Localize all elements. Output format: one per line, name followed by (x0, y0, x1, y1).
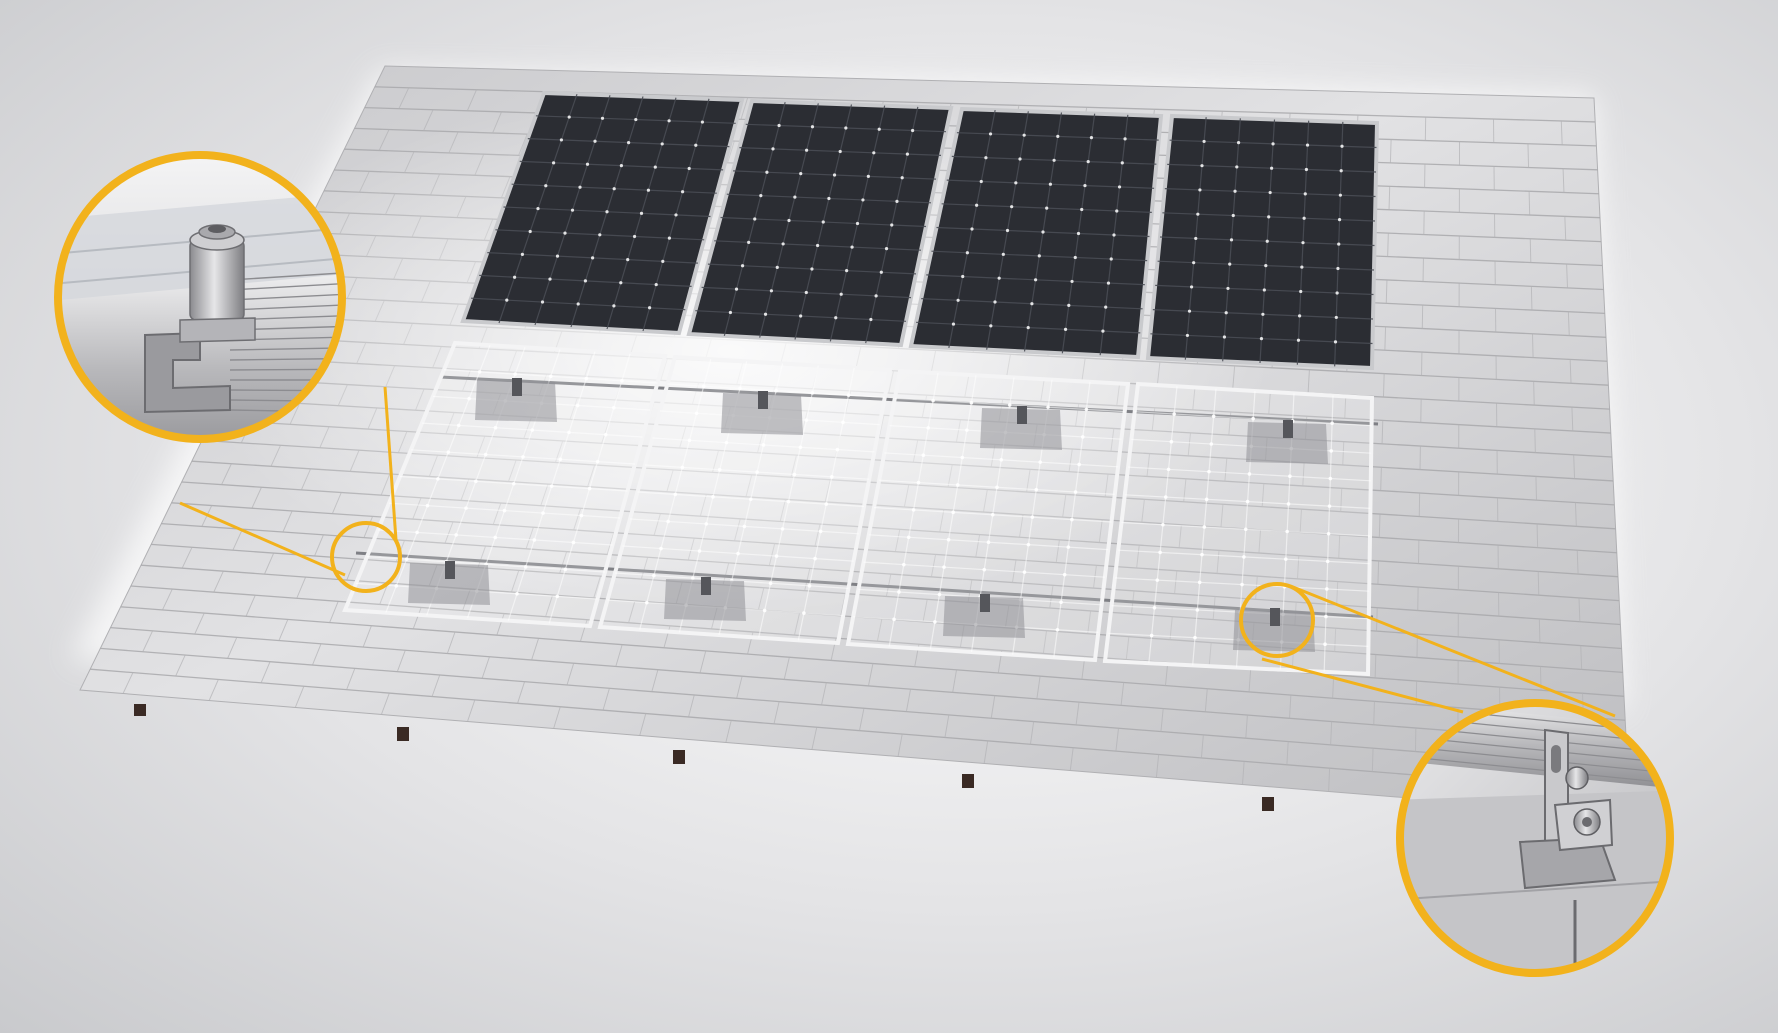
installed-panel-row (463, 93, 1377, 368)
roof-hook-bracket-detail-icon (1390, 700, 1690, 990)
solar-panel-installed-4 (1148, 116, 1377, 368)
